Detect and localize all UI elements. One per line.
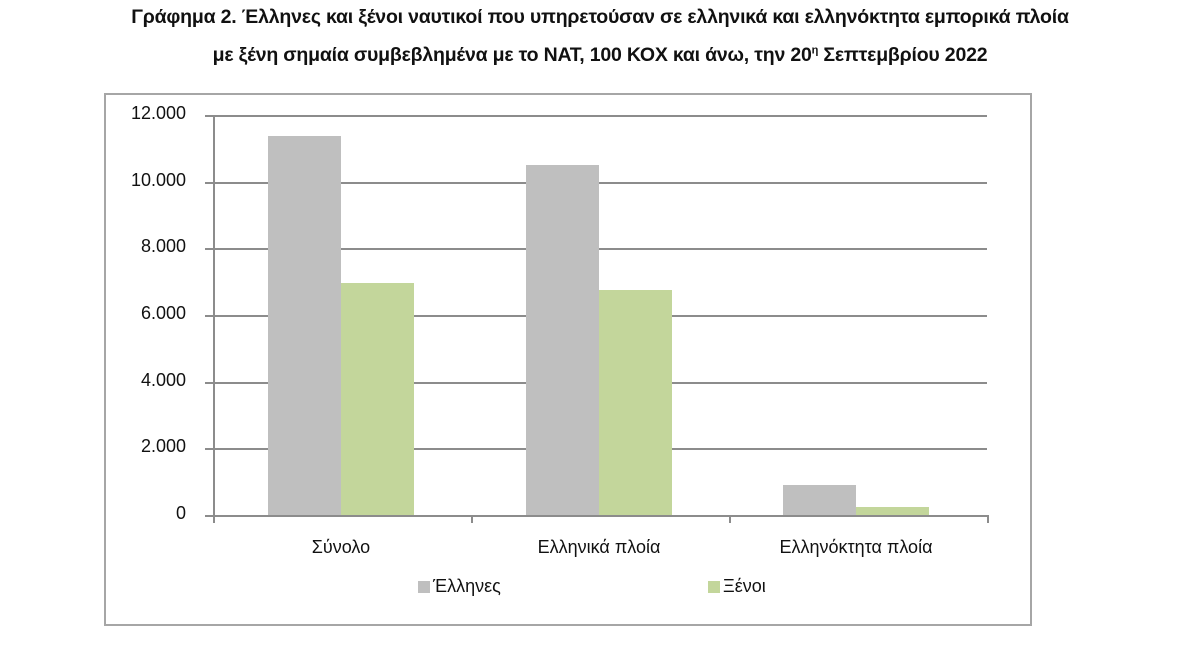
- bar-greeks: [783, 485, 856, 515]
- chart-frame: [104, 93, 1032, 626]
- y-tick-label: 4.000: [140, 369, 186, 390]
- bar-greeks: [526, 165, 599, 515]
- legend-swatch-foreigners: [708, 580, 720, 593]
- legend-swatch-greeks: [418, 580, 430, 593]
- x-tick-mark: [471, 515, 473, 523]
- y-tick-label: 10.000: [130, 169, 186, 190]
- legend-item-greeks: Έλληνες: [418, 576, 501, 597]
- title-text-end: Σεπτεμβρίου 2022: [818, 44, 988, 66]
- x-category-label: Σύνολο: [311, 537, 371, 557]
- x-category-label: Ελληνικά πλοία: [537, 537, 661, 557]
- legend-label-foreigners: Ξένοι: [723, 576, 766, 596]
- y-tick-label: 2.000: [140, 436, 186, 457]
- chart-title-line-1: Γράφημα 2. Έλληνες και ξένοι ναυτικοί πο…: [131, 6, 1069, 28]
- y-axis: [213, 115, 215, 517]
- bar-foreigners: [856, 507, 929, 515]
- y-tick-label: 8.000: [140, 236, 186, 257]
- x-tick-mark: [729, 515, 731, 523]
- x-tick-mark: [213, 515, 215, 523]
- x-axis: [205, 515, 987, 517]
- bar-foreigners: [599, 290, 672, 515]
- x-tick-mark: [987, 515, 989, 523]
- title-text: με ξένη σημαία συμβεβλημένα με το ΝΑΤ, 1…: [212, 44, 812, 66]
- legend-item-foreigners: Ξένοι: [708, 576, 766, 597]
- chart-title-line-2: με ξένη σημαία συμβεβλημένα με το ΝΑΤ, 1…: [0, 44, 1200, 67]
- gridline: [205, 115, 987, 117]
- y-tick-label: 0: [175, 503, 186, 523]
- y-tick-label: 6.000: [140, 303, 186, 323]
- y-tick-label: 12.000: [130, 103, 186, 123]
- x-category-label: Ελληνόκτητα πλοία: [779, 537, 933, 557]
- bar-greeks: [268, 136, 341, 515]
- bar-foreigners: [341, 283, 414, 515]
- legend-label-greeks: Έλληνες: [433, 576, 501, 596]
- title-superscript: η: [811, 44, 819, 57]
